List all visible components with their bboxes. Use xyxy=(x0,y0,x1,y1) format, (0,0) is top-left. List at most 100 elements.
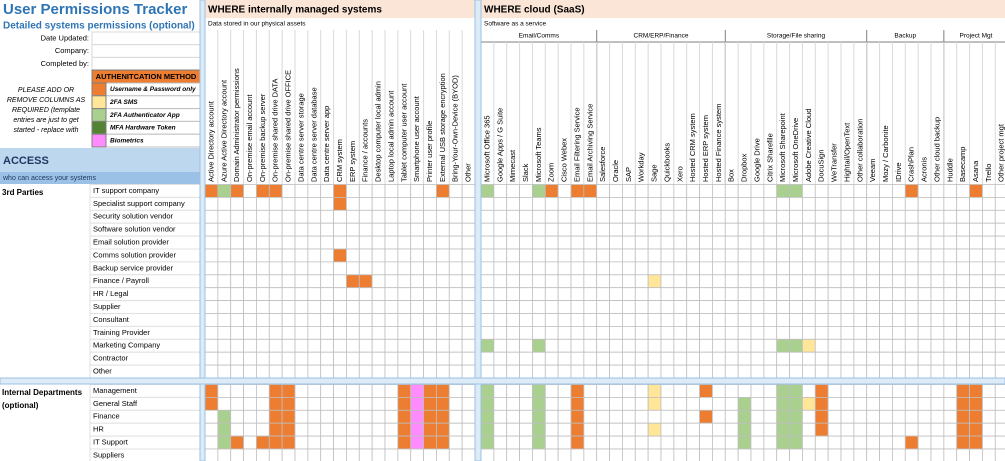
permission-cell xyxy=(814,422,829,437)
permission-cell xyxy=(879,325,893,340)
sheet-title: User Permissions Tracker xyxy=(3,1,187,18)
permission-cell xyxy=(622,409,636,424)
permission-cell xyxy=(660,274,675,289)
permission-cell xyxy=(673,184,688,198)
permission-cell xyxy=(423,338,437,353)
permission-cell xyxy=(994,261,1005,276)
permission-cell xyxy=(532,384,546,398)
permission-cell xyxy=(699,300,713,314)
permission-cell xyxy=(493,222,508,237)
permission-cell xyxy=(256,222,270,237)
row-label: Contractor xyxy=(93,354,129,363)
permission-cell xyxy=(634,448,649,461)
permission-cell xyxy=(622,287,636,302)
permission-cell xyxy=(904,351,919,366)
permission-cell xyxy=(737,364,752,379)
permission-cell xyxy=(230,384,244,398)
column-header: Oracle xyxy=(611,160,620,182)
permission-cell xyxy=(480,248,495,263)
permission-cell xyxy=(814,235,829,250)
permission-cell xyxy=(384,248,399,263)
permission-cell xyxy=(230,274,244,289)
permission-cell xyxy=(622,351,636,366)
permission-cell xyxy=(930,235,945,250)
permission-cell xyxy=(930,435,945,450)
permission-cell xyxy=(204,325,219,340)
permission-cell xyxy=(307,364,322,379)
permission-cell xyxy=(622,435,636,450)
permission-cell xyxy=(256,422,270,437)
permission-cell xyxy=(802,364,816,379)
permission-cell xyxy=(827,235,842,250)
permission-cell xyxy=(570,351,585,366)
permission-cell xyxy=(557,338,572,353)
permission-cell xyxy=(384,261,399,276)
permission-cell xyxy=(802,448,816,461)
permission-cell xyxy=(333,384,347,398)
internal-header xyxy=(205,0,475,18)
permission-cell xyxy=(647,196,662,211)
permission-cell xyxy=(673,384,688,398)
permission-cell xyxy=(647,235,662,250)
permission-cell xyxy=(570,325,585,340)
permission-cell xyxy=(969,235,983,250)
permission-cell xyxy=(493,248,508,263)
column-header: Basecamp xyxy=(958,147,967,182)
permission-cell xyxy=(230,409,244,424)
permission-cell xyxy=(307,338,322,353)
permission-cell xyxy=(320,248,334,263)
permission-cell xyxy=(358,300,373,314)
permission-cell xyxy=(358,184,373,198)
permission-cell xyxy=(410,196,424,211)
permission-cell xyxy=(493,196,508,211)
permission-cell xyxy=(647,184,662,198)
permission-cell xyxy=(917,396,932,411)
permission-cell xyxy=(904,384,919,398)
permission-cell xyxy=(686,287,700,302)
permission-cell xyxy=(660,435,675,450)
permission-cell xyxy=(763,448,778,461)
permission-cell xyxy=(802,313,816,327)
permission-cell xyxy=(583,338,598,353)
permission-cell xyxy=(647,287,662,302)
permission-cell xyxy=(673,338,688,353)
permission-cell xyxy=(268,300,283,314)
permission-cell xyxy=(686,235,700,250)
permission-cell xyxy=(879,409,893,424)
permission-cell xyxy=(358,384,373,398)
permission-cell xyxy=(583,209,598,224)
column-header: IDrive xyxy=(894,162,903,182)
permission-cell xyxy=(544,248,559,263)
permission-cell xyxy=(268,235,283,250)
permission-cell xyxy=(333,396,347,411)
permission-cell xyxy=(557,222,572,237)
permission-cell xyxy=(802,396,816,411)
permission-cell xyxy=(384,422,399,437)
permission-cell xyxy=(969,261,983,276)
divider xyxy=(474,0,482,461)
permission-cell xyxy=(699,196,713,211)
permission-cell xyxy=(410,448,424,461)
permission-cell xyxy=(333,248,347,263)
permission-cell xyxy=(827,261,842,276)
permission-cell xyxy=(596,209,610,224)
permission-cell xyxy=(750,325,765,340)
permission-cell xyxy=(333,409,347,424)
permission-cell xyxy=(634,364,649,379)
column-header: CRM system xyxy=(335,139,344,182)
permission-cell xyxy=(802,209,816,224)
permission-cell xyxy=(724,313,739,327)
permission-cell xyxy=(506,313,520,327)
column-header: Azure Active Directory account xyxy=(219,79,228,182)
permission-cell xyxy=(519,396,533,411)
permission-cell xyxy=(789,384,803,398)
permission-cell xyxy=(384,287,399,302)
permission-cell xyxy=(519,222,533,237)
permission-cell xyxy=(622,248,636,263)
permission-cell xyxy=(320,422,334,437)
row-label: Other xyxy=(93,367,112,376)
permission-cell xyxy=(320,261,334,276)
column-header: Microsoft Teams xyxy=(534,127,543,182)
permission-cell xyxy=(532,448,546,461)
permission-cell xyxy=(802,325,816,340)
